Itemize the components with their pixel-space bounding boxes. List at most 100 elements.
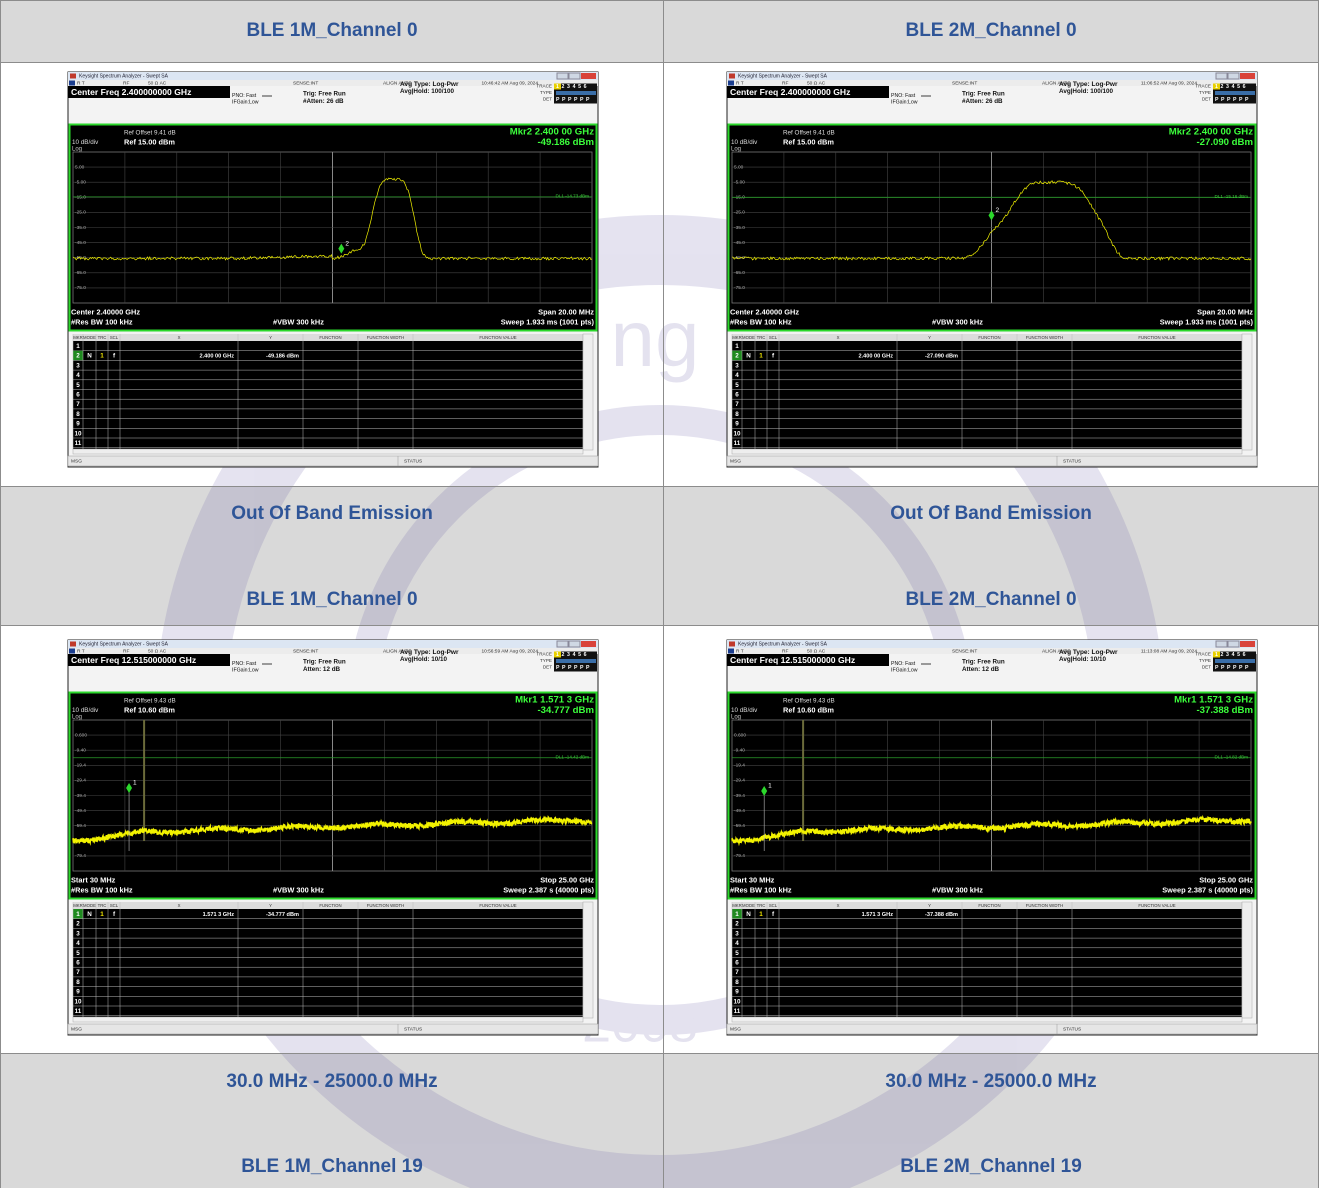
label: 1 (759, 353, 763, 360)
label: Atten: 12 dB (962, 666, 1000, 673)
label: FUNCTION WIDTH (1026, 335, 1063, 340)
label: Avg|Hold: 10/10 (1059, 656, 1107, 663)
label: -37.388 dBm (1196, 705, 1253, 716)
watermark-text: 2008 (582, 996, 698, 1054)
label: X (178, 903, 181, 908)
msg-bar (727, 1024, 1257, 1034)
label: 1 (133, 780, 137, 787)
analyzer-screenshot: Keysight Spectrum Analyzer - Swept SAR T… (68, 72, 598, 467)
label: Avg|Hold: 100/100 (400, 88, 455, 95)
label: TRC (757, 335, 766, 340)
label: Keysight Spectrum Analyzer - Swept SA (79, 642, 169, 648)
msg-bar (68, 456, 598, 466)
window-button (557, 73, 568, 79)
marker-table (732, 334, 1242, 450)
label: Mkr2 2.400 00 GHz (1169, 127, 1253, 138)
label: FUNCTION VALUE (479, 903, 516, 908)
label: -19.4 (734, 763, 745, 769)
label: DL1 -14.42 dBm (556, 754, 590, 759)
label: PNO: Fast (232, 661, 257, 667)
label: 5 (76, 382, 80, 389)
label: MSG (71, 1026, 82, 1032)
label: -45.0 (75, 240, 86, 246)
document: ng 2008 BLE 1M_Channel 0 BLE 2M_Channel … (0, 0, 1319, 1188)
window-button (1216, 641, 1227, 647)
label: Center Freq 12.515000000 GHz (71, 655, 196, 665)
label: TYPE (540, 90, 552, 95)
label: IFGain:Low (891, 99, 918, 105)
window-button (569, 641, 580, 647)
label: 2 (735, 921, 739, 928)
label: FUNCTION VALUE (1138, 903, 1175, 908)
label: Mkr2 2.400 00 GHz (510, 127, 594, 138)
label: -5.00 (734, 179, 745, 185)
label: -9.40 (75, 747, 86, 753)
label: 1 (76, 343, 80, 350)
label: PNO: Fast (232, 93, 257, 99)
scrollbar (1242, 902, 1252, 1018)
label: Avg|Hold: 10/10 (400, 656, 448, 663)
label: #Res BW 100 kHz (730, 885, 792, 894)
label: 8 (735, 979, 739, 986)
label: 7 (76, 401, 80, 408)
label: 5 (735, 950, 739, 957)
label: TRC (98, 903, 107, 908)
label: 1 2 3 4 5 6 (1215, 84, 1246, 90)
label: 0.600 (75, 732, 87, 738)
label: 1 (759, 911, 763, 918)
label: -45.0 (734, 240, 745, 246)
label: -19.4 (75, 763, 86, 769)
app-icon (729, 642, 735, 647)
label: 10:56:59 AM Aug 09, 2024 (481, 648, 538, 654)
label: FUNCTION (978, 903, 1000, 908)
label: DET (1202, 97, 1211, 102)
label: Trig: Free Run (303, 91, 346, 98)
label: -5.00 (75, 179, 86, 185)
label: N (87, 353, 92, 360)
label: 2 (345, 240, 349, 247)
label: 1 (76, 911, 80, 918)
label: Avg Type: Log-Pwr (400, 81, 459, 88)
label: Avg|Hold: 100/100 (1059, 88, 1114, 95)
label: DET (1202, 665, 1211, 670)
type-row (556, 91, 596, 95)
label: Avg Type: Log-Pwr (1059, 649, 1118, 656)
label: Span 20.00 MHz (1197, 307, 1253, 316)
label: TRC (98, 335, 107, 340)
label: DET (543, 97, 552, 102)
caption: BLE 2M_Channel 0 (905, 20, 1076, 41)
label: 2 (735, 353, 739, 360)
label: Center 2.40000 GHz (71, 307, 140, 316)
label: -15.0 (75, 195, 86, 201)
caption: BLE 1M_Channel 0 (246, 20, 417, 41)
label: #Res BW 100 kHz (730, 317, 792, 326)
caption-row-bg (0, 0, 1319, 62)
label: Ref 15.00 dBm (124, 137, 175, 146)
label: SENSE:INT (293, 80, 318, 86)
label: 7 (76, 969, 80, 976)
label: Trig: Free Run (962, 659, 1005, 666)
scrollbar (73, 1017, 583, 1022)
label: -35.0 (734, 225, 745, 231)
label: TRC (757, 903, 766, 908)
label: 2.400 00 GHz (858, 354, 893, 360)
close-button (581, 73, 596, 79)
label: Atten: 12 dB (303, 666, 341, 673)
label: #Atten: 26 dB (303, 98, 344, 105)
label: IFGain:Low (232, 667, 259, 673)
label: SCL (769, 903, 778, 908)
label: #VBW 300 kHz (932, 317, 983, 326)
label: FUNCTION WIDTH (367, 903, 404, 908)
label: PNO: Fast (891, 661, 916, 667)
label: #Atten: 26 dB (962, 98, 1003, 105)
label: Center Freq 12.515000000 GHz (730, 655, 855, 665)
label: -59.4 (734, 823, 745, 829)
label: 11 (734, 1008, 741, 1015)
msg-bar (68, 1024, 598, 1034)
label: 10 dB/div (72, 707, 99, 714)
label: 1 (100, 911, 104, 918)
label: 4 (76, 940, 80, 947)
label: SCL (769, 335, 778, 340)
label: Ref Offset 9.43 dB (124, 698, 176, 705)
label: -79.4 (734, 853, 745, 859)
